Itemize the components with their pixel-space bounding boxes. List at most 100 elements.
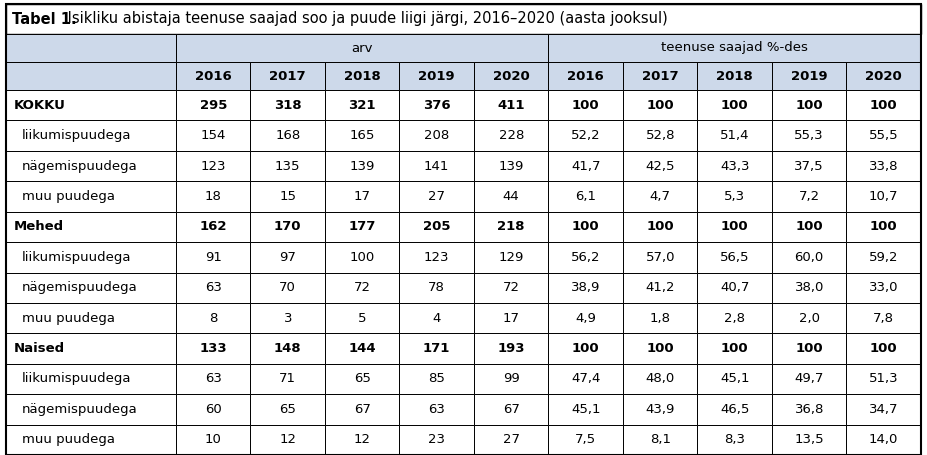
Bar xyxy=(325,425,400,455)
Bar xyxy=(325,364,400,394)
Text: 17: 17 xyxy=(502,312,520,324)
Bar xyxy=(549,121,623,151)
Bar xyxy=(623,394,697,425)
Text: 100: 100 xyxy=(721,220,749,233)
Bar xyxy=(250,303,325,334)
Text: 295: 295 xyxy=(199,99,227,112)
Bar xyxy=(400,121,474,151)
Bar xyxy=(474,62,549,90)
Bar xyxy=(6,273,176,303)
Text: 67: 67 xyxy=(354,403,371,416)
Bar xyxy=(474,394,549,425)
Text: 45,1: 45,1 xyxy=(571,403,601,416)
Text: nägemispuudega: nägemispuudega xyxy=(22,403,138,416)
Bar xyxy=(549,242,623,273)
Text: liikumispuudega: liikumispuudega xyxy=(22,129,132,142)
Bar xyxy=(846,212,921,242)
Text: 123: 123 xyxy=(200,160,226,172)
Bar xyxy=(623,181,697,212)
Bar xyxy=(846,181,921,212)
Bar xyxy=(400,425,474,455)
Text: muu puudega: muu puudega xyxy=(22,433,115,446)
Bar xyxy=(623,303,697,334)
Bar xyxy=(6,212,176,242)
Text: 100: 100 xyxy=(646,342,674,355)
Text: 67: 67 xyxy=(502,403,520,416)
Bar xyxy=(325,242,400,273)
Bar xyxy=(846,425,921,455)
Text: 3: 3 xyxy=(284,312,292,324)
Bar xyxy=(697,242,772,273)
Bar xyxy=(772,181,846,212)
Bar xyxy=(772,334,846,364)
Text: 5,3: 5,3 xyxy=(724,190,745,203)
Text: 41,2: 41,2 xyxy=(645,281,675,294)
Text: 18: 18 xyxy=(205,190,222,203)
Text: 5: 5 xyxy=(358,312,366,324)
Text: nägemispuudega: nägemispuudega xyxy=(22,281,138,294)
Text: 52,8: 52,8 xyxy=(645,129,675,142)
Text: 2019: 2019 xyxy=(791,70,828,82)
Bar xyxy=(549,394,623,425)
Bar xyxy=(474,425,549,455)
Text: muu puudega: muu puudega xyxy=(22,190,115,203)
Text: KOKKU: KOKKU xyxy=(14,99,66,112)
Text: 63: 63 xyxy=(205,373,222,385)
Text: 51,3: 51,3 xyxy=(869,373,898,385)
Text: 41,7: 41,7 xyxy=(571,160,601,172)
Bar xyxy=(176,151,250,181)
Bar xyxy=(697,151,772,181)
Text: 1,8: 1,8 xyxy=(650,312,671,324)
Bar xyxy=(697,364,772,394)
Text: 168: 168 xyxy=(275,129,300,142)
Bar xyxy=(6,303,176,334)
Bar xyxy=(250,62,325,90)
Bar xyxy=(772,90,846,121)
Bar xyxy=(474,181,549,212)
Text: 33,0: 33,0 xyxy=(869,281,898,294)
Text: 100: 100 xyxy=(795,220,823,233)
Text: 165: 165 xyxy=(349,129,375,142)
Text: 100: 100 xyxy=(572,220,600,233)
Text: 6,1: 6,1 xyxy=(576,190,596,203)
Bar xyxy=(772,364,846,394)
Text: 100: 100 xyxy=(572,342,600,355)
Bar xyxy=(772,121,846,151)
Text: 2016: 2016 xyxy=(567,70,604,82)
Bar xyxy=(176,181,250,212)
Text: 13,5: 13,5 xyxy=(794,433,824,446)
Text: 12: 12 xyxy=(354,433,371,446)
Text: liikumispuudega: liikumispuudega xyxy=(22,373,132,385)
Text: liikumispuudega: liikumispuudega xyxy=(22,251,132,264)
Bar xyxy=(549,151,623,181)
Bar xyxy=(623,273,697,303)
Text: 100: 100 xyxy=(870,220,897,233)
Bar xyxy=(176,121,250,151)
Text: 2019: 2019 xyxy=(418,70,455,82)
Text: 7,2: 7,2 xyxy=(799,190,819,203)
Bar xyxy=(250,121,325,151)
Bar xyxy=(6,242,176,273)
Bar xyxy=(250,364,325,394)
Bar xyxy=(176,62,250,90)
Text: 99: 99 xyxy=(502,373,520,385)
Text: 56,5: 56,5 xyxy=(720,251,750,264)
Bar xyxy=(176,394,250,425)
Bar xyxy=(772,394,846,425)
Bar xyxy=(549,181,623,212)
Bar xyxy=(549,273,623,303)
Bar xyxy=(6,394,176,425)
Text: 148: 148 xyxy=(274,342,301,355)
Bar xyxy=(400,364,474,394)
Bar xyxy=(176,303,250,334)
Text: 100: 100 xyxy=(795,99,823,112)
Text: 63: 63 xyxy=(428,403,445,416)
Text: 218: 218 xyxy=(498,220,525,233)
Text: 43,9: 43,9 xyxy=(645,403,675,416)
Text: 70: 70 xyxy=(279,281,297,294)
Text: Naised: Naised xyxy=(14,342,65,355)
Text: 321: 321 xyxy=(349,99,376,112)
Bar xyxy=(549,212,623,242)
Bar xyxy=(250,181,325,212)
Bar xyxy=(623,90,697,121)
